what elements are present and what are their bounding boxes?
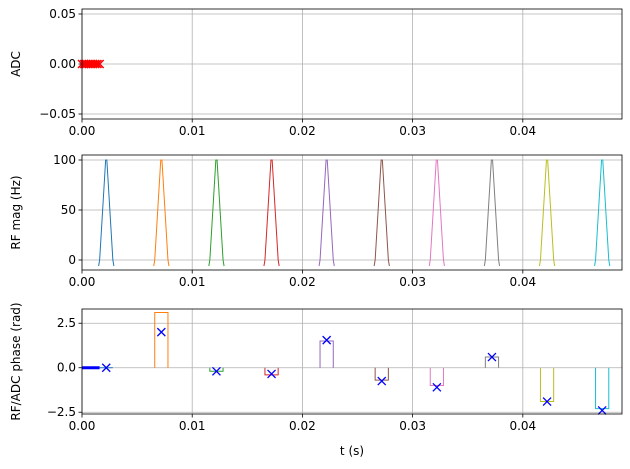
y-tick-label: 0.05	[49, 7, 76, 21]
x-tick-label: 0.04	[509, 419, 536, 433]
phase-marker	[542, 397, 552, 407]
rf-phase-pulse-9	[539, 367, 555, 403]
y-tick-label: 0.00	[49, 57, 76, 71]
axes-frame	[81, 308, 623, 415]
x-tick-label: 0.04	[509, 275, 536, 289]
x-tick-label: 0.00	[69, 124, 96, 138]
rf-magnitude-panel: 0.00 0.01 0.02 0.03 0.04 100 50 0 RF mag (Hz)	[9, 153, 623, 289]
x-tick-label: 0.01	[179, 419, 206, 433]
y-axis-label: ADC	[9, 51, 23, 77]
x-tick-label: 0.01	[179, 124, 206, 138]
rf-phase-pulse-2	[154, 312, 169, 368]
phase-marker	[432, 382, 442, 392]
y-tick-label: 0.0	[57, 361, 76, 375]
phase-marker	[487, 352, 497, 362]
x-tick-label: 0.02	[289, 124, 316, 138]
rf-pulse-3	[208, 159, 225, 267]
y-axis-label: RF/ADC phase (rad)	[9, 302, 23, 420]
rf-pulse-9	[538, 159, 556, 267]
rf-pulse-1	[98, 159, 115, 267]
x-axis-label: t (s)	[340, 444, 364, 458]
rf-pulse-2	[153, 159, 170, 267]
phase-marker	[156, 327, 166, 337]
phase-marker	[101, 363, 111, 373]
y-tick-label: 2.5	[57, 316, 76, 330]
rf-pulse-4	[263, 159, 280, 267]
rf-pulse-8	[483, 159, 501, 267]
rf-phase-pulse-7	[429, 367, 444, 387]
x-tick-label: 0.02	[289, 275, 316, 289]
x-tick-label: 0.02	[289, 419, 316, 433]
y-tick-label: 100	[53, 153, 76, 167]
phase-marker	[267, 369, 277, 379]
x-tick-label: 0.03	[399, 124, 426, 138]
phase-marker	[377, 376, 387, 386]
rf-pulse-7	[428, 159, 445, 267]
phase-marker	[211, 366, 221, 376]
y-tick-label: 0	[68, 253, 76, 267]
x-tick-label: 0.03	[399, 275, 426, 289]
rf-phase-pulse-5	[319, 340, 334, 368]
x-tick-label: 0.00	[69, 275, 96, 289]
x-tick-label: 0.04	[509, 124, 536, 138]
axes-frame	[81, 8, 623, 120]
rf-phase-pulse-8	[484, 356, 500, 368]
phase-marker	[322, 335, 332, 345]
x-tick-label: 0.01	[179, 275, 206, 289]
rf-phase-pulse-6	[374, 367, 389, 381]
axes-frame	[81, 154, 623, 271]
rf-adc-phase-panel: 0.00 0.01 0.02 0.03 0.04 2.5 0.0 −2.5 RF/ADC pha…	[9, 302, 623, 458]
rf-phase-pulse-10	[595, 367, 610, 410]
y-tick-label: −2.5	[47, 405, 76, 419]
y-axis-label: RF mag (Hz)	[9, 175, 23, 249]
y-tick-label: −0.05	[39, 107, 76, 121]
phase-marker	[597, 405, 607, 415]
rf-pulse-10	[594, 159, 611, 267]
y-tick-label: 50	[61, 203, 76, 217]
rf-pulse-5	[318, 159, 335, 267]
adc-panel: 0.00 0.01 0.02 0.03 0.04 0.05 0.00 −0.05 ADC	[9, 7, 623, 138]
rf-pulse-6	[373, 159, 390, 267]
x-tick-label: 0.03	[399, 419, 426, 433]
x-tick-label: 0.00	[69, 419, 96, 433]
